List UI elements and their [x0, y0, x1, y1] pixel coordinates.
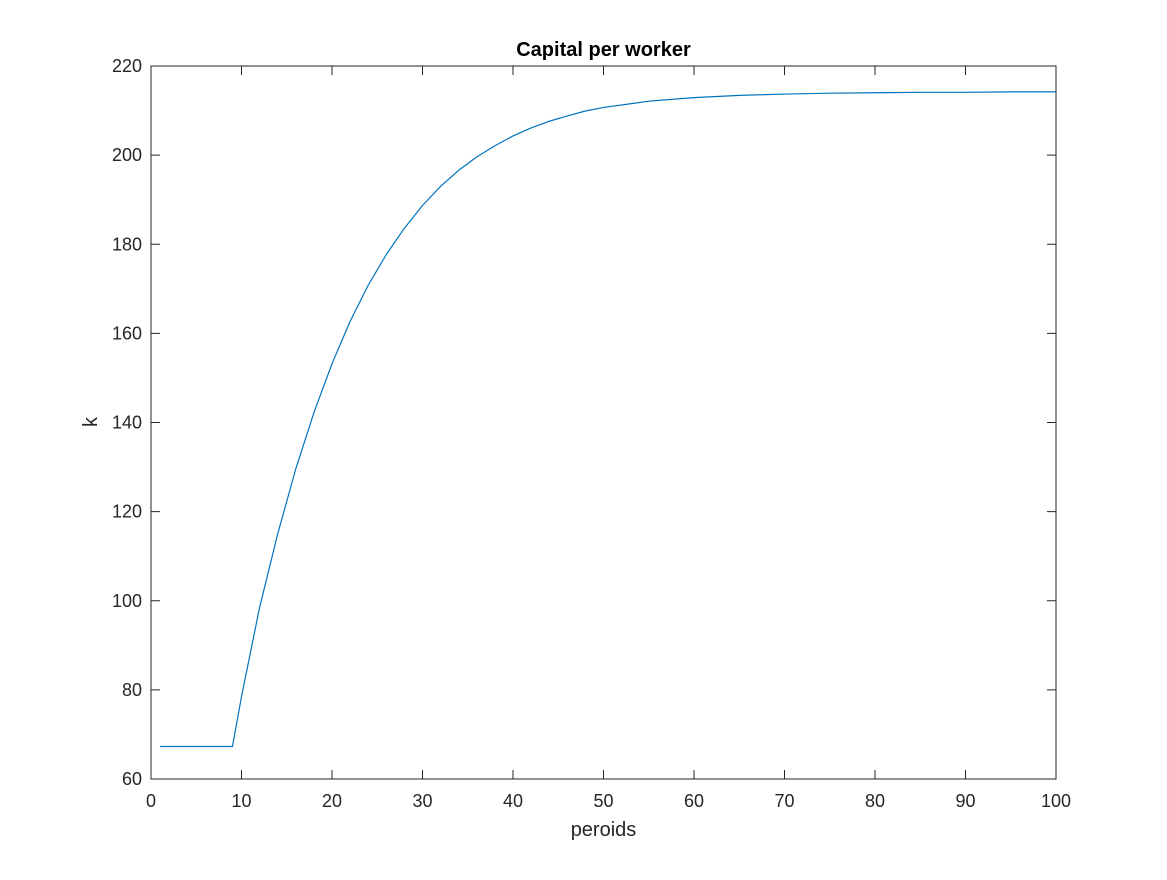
x-axis-label: peroids — [571, 819, 637, 841]
ticks-layer: 0 10 20 30 40 50 60 70 80 90 100 60 80 100 120 140 160 18… — [112, 56, 1071, 811]
y-tick-label: 200 — [112, 145, 142, 165]
y-tick-label: 120 — [112, 502, 142, 522]
x-tick-label: 20 — [322, 791, 342, 811]
y-tick-label: 140 — [112, 413, 142, 433]
x-tick-label: 0 — [146, 791, 156, 811]
x-tick-label: 100 — [1041, 791, 1071, 811]
x-tick-label: 50 — [593, 791, 613, 811]
y-tick-label: 100 — [112, 591, 142, 611]
plot-area-background — [151, 66, 1056, 779]
series-layer — [160, 91, 1056, 748]
y-tick-label: 180 — [112, 234, 142, 254]
y-tick-label: 220 — [112, 56, 142, 76]
x-tick-label: 60 — [684, 791, 704, 811]
x-tick-label: 70 — [774, 791, 794, 811]
x-tick-label: 10 — [231, 791, 251, 811]
x-tick-label: 90 — [955, 791, 975, 811]
y-tick-label: 160 — [112, 323, 142, 343]
chart-title: Capital per worker — [516, 39, 691, 61]
series-line — [160, 91, 1056, 748]
axes-box — [150, 65, 1057, 780]
y-axis-label: k — [80, 416, 102, 427]
x-tick-label: 30 — [412, 791, 432, 811]
y-tick-label: 80 — [122, 680, 142, 700]
x-tick-label: 80 — [865, 791, 885, 811]
y-tick-label: 60 — [122, 769, 142, 789]
x-tick-label: 40 — [503, 791, 523, 811]
